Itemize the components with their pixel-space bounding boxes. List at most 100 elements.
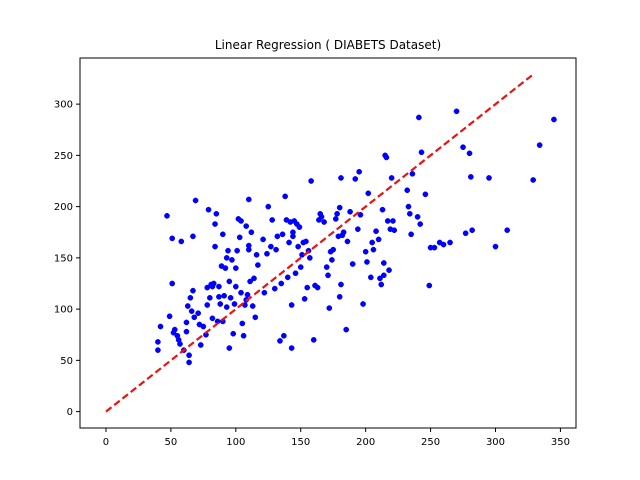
- data-point: [380, 272, 387, 279]
- data-point: [308, 178, 314, 184]
- data-point: [344, 238, 351, 245]
- data-point: [155, 347, 161, 353]
- data-point: [248, 229, 255, 236]
- data-point: [460, 144, 466, 151]
- data-point: [229, 257, 235, 263]
- data-point: [404, 187, 411, 194]
- data-point: [405, 203, 412, 210]
- data-point: [177, 341, 183, 347]
- data-point: [221, 292, 227, 299]
- data-point: [536, 142, 543, 148]
- data-point: [551, 116, 557, 123]
- plot-frame: [79, 57, 577, 429]
- y-tick-label: 300: [54, 100, 73, 111]
- data-point: [422, 191, 429, 198]
- data-point: [360, 301, 366, 307]
- data-point: [338, 281, 344, 288]
- data-point: [340, 229, 347, 236]
- data-point: [390, 218, 396, 224]
- x-tick-label: 350: [551, 437, 570, 448]
- plot-area: [105, 72, 557, 413]
- data-point: [232, 283, 239, 290]
- data-point: [431, 244, 438, 251]
- chart-title: Linear Regression ( DIABETS Dataset): [215, 38, 441, 52]
- data-point: [391, 227, 398, 234]
- data-point: [169, 235, 176, 242]
- data-point: [290, 229, 296, 236]
- data-point: [271, 285, 278, 292]
- y-tick-label: 250: [54, 151, 73, 162]
- data-point: [303, 238, 309, 245]
- data-point: [183, 328, 190, 335]
- data-point: [284, 274, 291, 281]
- data-point: [197, 342, 204, 348]
- data-point: [226, 278, 233, 285]
- data-point: [336, 293, 343, 300]
- data-point: [384, 218, 391, 224]
- data-point: [265, 203, 272, 210]
- data-point: [261, 289, 268, 296]
- data-point: [378, 281, 385, 288]
- data-point: [326, 305, 333, 311]
- data-point: [349, 261, 356, 267]
- data-point: [206, 294, 213, 301]
- data-point: [306, 255, 313, 261]
- y-tick-label: 150: [54, 253, 73, 264]
- data-point: [212, 221, 218, 227]
- data-point: [286, 239, 292, 246]
- data-point: [314, 284, 321, 291]
- data-point: [504, 227, 511, 234]
- data-point: [273, 246, 279, 253]
- data-point: [195, 310, 202, 317]
- data-point: [166, 313, 173, 320]
- data-point: [377, 275, 383, 282]
- x-tick-label: 100: [226, 437, 245, 448]
- data-point: [264, 250, 270, 257]
- data-point: [375, 236, 382, 243]
- data-point: [388, 175, 395, 181]
- data-point: [336, 204, 343, 211]
- data-point: [352, 176, 359, 182]
- data-point: [252, 314, 259, 321]
- y-tick-label: 100: [54, 305, 73, 316]
- data-point: [414, 214, 421, 220]
- data-point: [192, 197, 199, 204]
- data-point: [323, 264, 330, 270]
- data-point: [277, 338, 283, 344]
- data-point: [369, 239, 375, 246]
- data-point: [338, 175, 344, 181]
- data-point: [222, 265, 229, 271]
- data-point: [279, 231, 286, 238]
- data-point: [171, 326, 178, 333]
- data-point: [334, 210, 340, 217]
- data-point: [301, 296, 308, 302]
- data-point: [329, 257, 335, 263]
- data-point: [216, 293, 222, 300]
- data-point: [362, 248, 369, 255]
- x-tick-label: 200: [356, 437, 375, 448]
- data-point: [251, 275, 257, 282]
- data-point: [210, 280, 217, 287]
- data-point: [191, 314, 198, 321]
- data-point: [245, 196, 252, 203]
- data-point: [416, 114, 422, 121]
- data-point: [492, 243, 499, 250]
- x-tick-label: 300: [486, 437, 505, 448]
- data-point: [244, 291, 251, 298]
- data-point: [297, 264, 304, 270]
- data-point: [155, 339, 161, 345]
- data-point: [288, 345, 295, 351]
- data-point: [321, 219, 327, 225]
- data-point: [212, 243, 218, 250]
- data-point: [209, 315, 216, 322]
- data-point: [370, 246, 377, 253]
- data-point: [190, 233, 196, 240]
- data-point: [157, 323, 164, 330]
- data-point: [364, 259, 370, 265]
- data-point: [304, 284, 311, 291]
- data-point: [408, 231, 414, 238]
- data-point: [188, 308, 195, 315]
- data-point: [330, 246, 337, 253]
- data-point: [343, 326, 350, 333]
